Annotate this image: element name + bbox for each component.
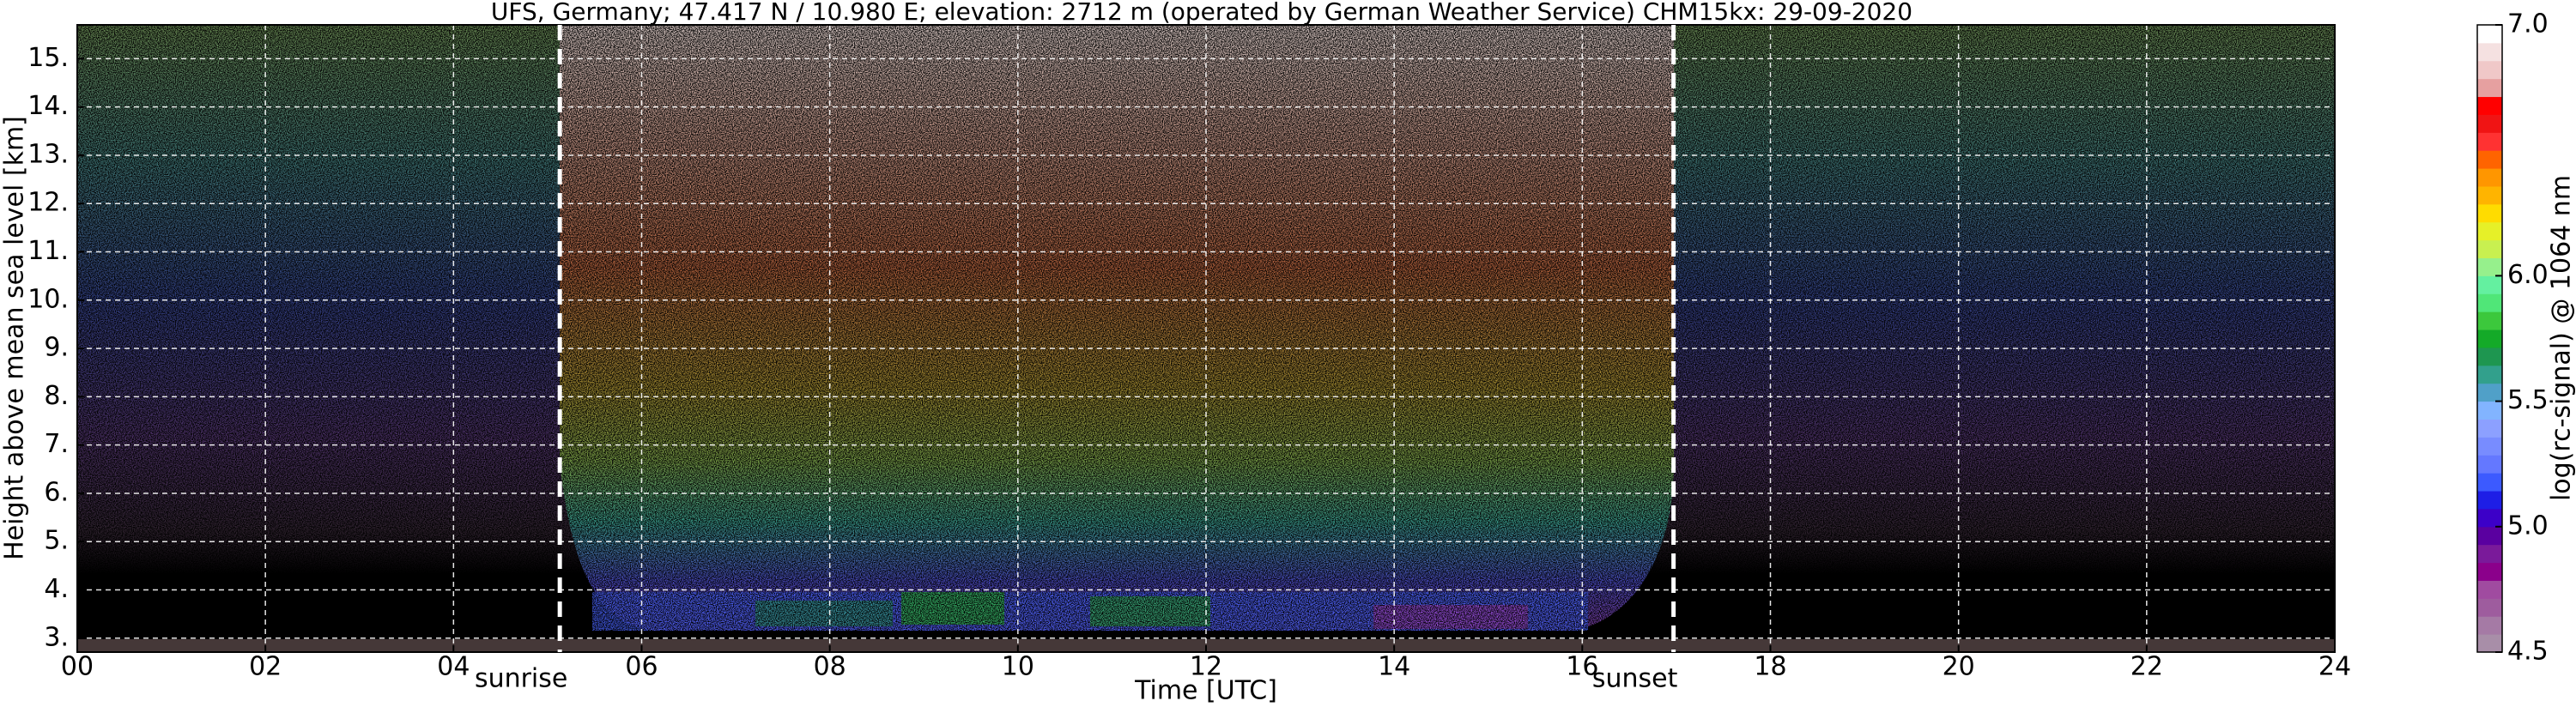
- y-tick-label: 9.: [44, 333, 69, 363]
- x-tick-label: 02: [249, 652, 282, 682]
- y-tick-label: 8.: [44, 381, 69, 411]
- colorbar-tick-label: 7.0: [2507, 9, 2549, 39]
- colorbar-swatch: [2477, 114, 2502, 133]
- colorbar-swatch: [2477, 437, 2502, 456]
- x-tick-label: 10: [1002, 652, 1034, 682]
- colorbar-swatch: [2477, 580, 2502, 599]
- colorbar-swatch: [2477, 311, 2502, 330]
- colorbar-frame: [2476, 24, 2503, 653]
- colorbar-swatch: [2477, 293, 2502, 312]
- colorbar-swatch: [2477, 526, 2502, 546]
- colorbar-tick-label: 6.0: [2507, 260, 2549, 290]
- colorbar-swatch: [2477, 203, 2502, 223]
- colorbar-swatch: [2477, 401, 2502, 420]
- colorbar-swatch: [2477, 347, 2502, 366]
- y-tick-label: 7.: [44, 429, 69, 459]
- colorbar-swatch: [2477, 257, 2502, 276]
- colorbar-swatch: [2477, 383, 2502, 402]
- colorbar-tick-label: 5.0: [2507, 511, 2549, 541]
- y-tick-label: 11.: [27, 236, 69, 266]
- y-tick-label: 15.: [27, 43, 69, 73]
- y-tick-label: 6.: [44, 477, 69, 507]
- colorbar-swatch: [2477, 78, 2502, 98]
- colorbar-swatch: [2477, 42, 2502, 62]
- colorbar-swatch: [2477, 491, 2502, 510]
- y-tick-label: 5.: [44, 526, 69, 556]
- annotation-label: sunset: [1592, 664, 1678, 694]
- colorbar-swatch: [2477, 168, 2502, 187]
- colorbar-swatch: [2477, 544, 2502, 564]
- colorbar-swatch: [2477, 616, 2502, 635]
- x-tick-label: 04: [437, 652, 470, 682]
- annotation-label: sunrise: [475, 664, 567, 694]
- y-tick-label: 14.: [27, 91, 69, 121]
- colorbar-swatch: [2477, 60, 2502, 80]
- colorbar-tick-label: 5.5: [2507, 385, 2549, 415]
- x-tick-label: 22: [2131, 652, 2163, 682]
- colorbar-swatch: [2477, 96, 2502, 115]
- colorbar-swatch: [2477, 562, 2502, 581]
- y-tick-label: 3.: [44, 622, 69, 652]
- x-tick-label: 14: [1378, 652, 1410, 682]
- colorbar-swatch: [2477, 419, 2502, 438]
- colorbar-swatch: [2477, 275, 2502, 294]
- chart-title: UFS, Germany; 47.417 N / 10.980 E; eleva…: [491, 0, 1912, 26]
- colorbar-swatch: [2477, 365, 2502, 384]
- colorbar-label: log(rc-signal) @ 1064 nm: [2547, 175, 2576, 501]
- colorbar-swatch: [2477, 150, 2502, 169]
- colorbar-swatch: [2477, 221, 2502, 241]
- y-tick-label: 4.: [44, 574, 69, 604]
- colorbar-swatch: [2477, 455, 2502, 474]
- colorbar-tick-label: 4.5: [2507, 637, 2549, 667]
- colorbar-swatch: [2477, 329, 2502, 348]
- x-tick-label: 12: [1190, 652, 1222, 682]
- y-tick-label: 13.: [27, 139, 69, 169]
- x-tick-label: 18: [1754, 652, 1786, 682]
- x-tick-label: 16: [1566, 652, 1598, 682]
- y-tick-label: 10.: [27, 284, 69, 314]
- x-tick-label: 06: [625, 652, 658, 682]
- colorbar-swatch: [2477, 132, 2502, 151]
- x-tick-label: 20: [1943, 652, 1975, 682]
- x-axis-label: Time [UTC]: [1134, 676, 1277, 706]
- colorbar-swatch: [2477, 634, 2502, 653]
- colorbar-swatch: [2477, 185, 2502, 205]
- x-tick-label: 00: [61, 652, 94, 682]
- x-tick-label: 08: [814, 652, 846, 682]
- colorbar-swatch: [2477, 473, 2502, 492]
- y-tick-label: 12.: [27, 188, 69, 218]
- y-axis-label: Height above mean sea level [km]: [0, 116, 30, 560]
- colorbar-swatch: [2477, 508, 2502, 528]
- colorbar-swatch: [2477, 239, 2502, 259]
- grid: [77, 25, 2335, 652]
- x-tick-label: 24: [2318, 652, 2351, 682]
- colorbar-swatch: [2477, 25, 2502, 44]
- colorbar-swatch: [2477, 598, 2502, 617]
